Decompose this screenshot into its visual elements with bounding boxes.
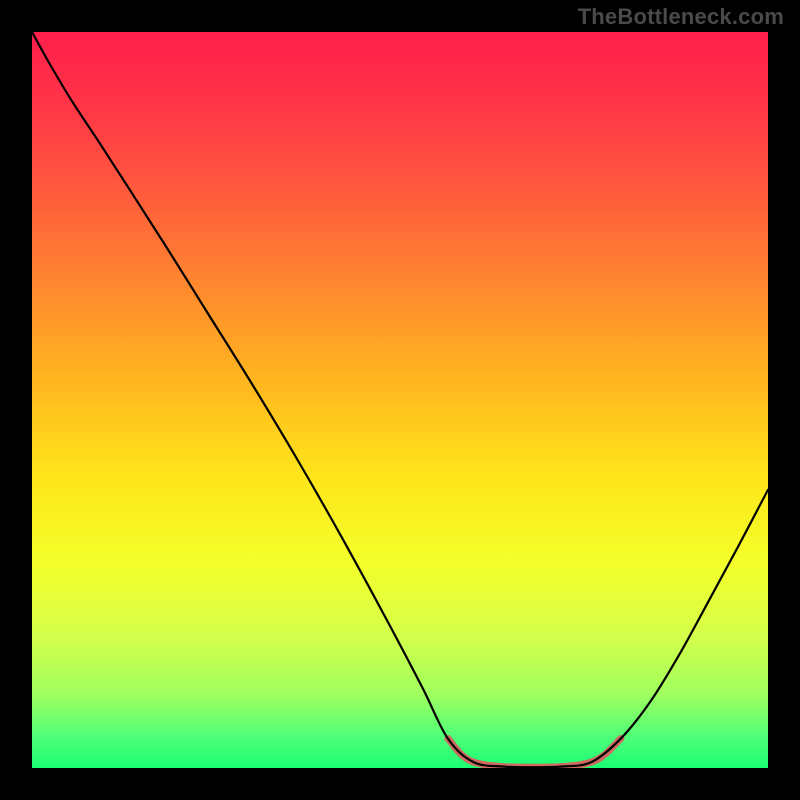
- bottleneck-curve: [32, 32, 768, 767]
- chart-frame: TheBottleneck.com: [0, 0, 800, 800]
- plot-area: [32, 32, 768, 768]
- bottleneck-curve-svg: [32, 32, 768, 768]
- watermark-text: TheBottleneck.com: [578, 4, 784, 30]
